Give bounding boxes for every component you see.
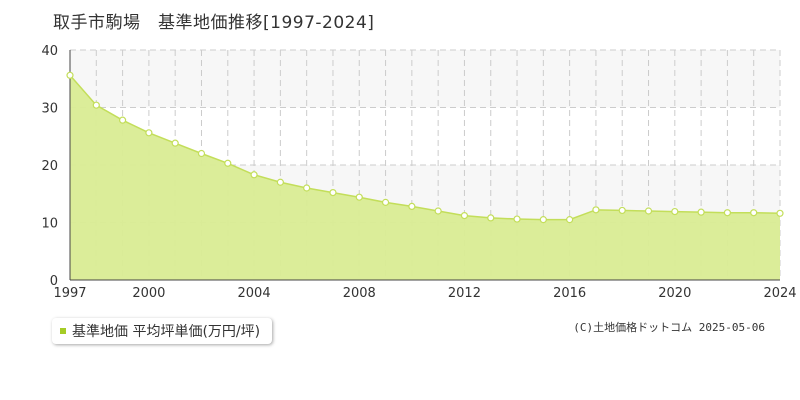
x-tick-label: 2000 [132, 286, 165, 301]
x-tick-label: 2004 [238, 286, 271, 301]
data-point [776, 209, 784, 217]
x-tick-label: 2012 [448, 286, 481, 301]
y-tick-label: 40 [41, 44, 58, 59]
x-tick-label: 2016 [553, 286, 586, 301]
data-point [539, 216, 547, 224]
y-tick-label: 30 [41, 102, 58, 117]
data-point [145, 129, 153, 137]
grid-band [70, 50, 780, 108]
data-point [197, 149, 206, 158]
data-point [697, 208, 705, 216]
x-tick-label: 2020 [658, 286, 691, 301]
x-tick-label: 2008 [343, 286, 376, 301]
data-point [276, 178, 284, 186]
data-point [250, 171, 258, 179]
data-point [644, 207, 653, 215]
data-point [513, 215, 521, 223]
data-point [434, 207, 442, 215]
y-tick-label: 20 [41, 159, 58, 174]
legend-marker-icon [60, 328, 66, 334]
data-point [618, 206, 626, 215]
x-tick-label: 1997 [53, 286, 86, 301]
x-tick-label: 2024 [763, 286, 796, 301]
data-point [460, 212, 469, 220]
data-point [671, 207, 679, 216]
series-area [70, 75, 780, 280]
data-point [118, 116, 127, 124]
data-point [303, 184, 311, 192]
data-point [750, 209, 758, 217]
y-tick-label: 10 [41, 217, 58, 232]
data-point [408, 202, 416, 210]
data-point [723, 209, 732, 217]
data-point [329, 189, 337, 197]
data-point [355, 193, 363, 201]
data-point [381, 198, 390, 206]
y-tick-label: 0 [50, 274, 58, 289]
data-point [171, 139, 179, 147]
series-line [69, 74, 781, 221]
legend-label: 基準地価 平均坪単価(万円/坪) [72, 324, 261, 340]
data-point [66, 71, 74, 79]
data-point [224, 159, 232, 167]
data-point [592, 206, 600, 214]
chart-title: 取手市駒場 基準地価推移[1997-2024] [53, 13, 375, 33]
data-point [92, 101, 100, 109]
copyright-text: (C)土地価格ドットコム 2025-05-06 [573, 321, 765, 334]
legend: 基準地価 平均坪単価(万円/坪) [52, 318, 273, 344]
data-point [487, 214, 495, 222]
data-point [566, 216, 574, 224]
